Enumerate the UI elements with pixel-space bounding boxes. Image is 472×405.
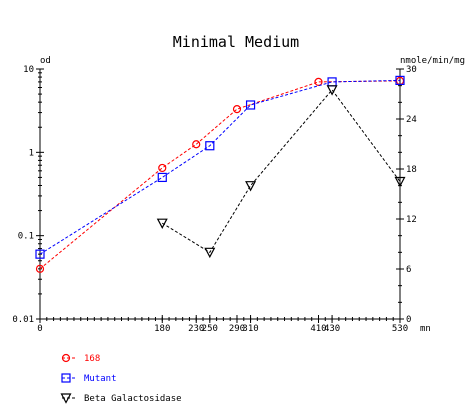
data-point <box>204 247 216 259</box>
data-point <box>158 163 167 173</box>
series-line <box>39 79 401 255</box>
data-point <box>394 176 406 188</box>
series-2 <box>156 85 406 259</box>
series-line <box>162 89 401 254</box>
data-point <box>395 75 405 85</box>
legend-marker <box>60 393 72 404</box>
series-0 <box>35 76 405 273</box>
x-tick-label: 290 <box>229 324 245 334</box>
series-line <box>39 80 401 270</box>
data-point <box>35 249 45 259</box>
legend-marker <box>61 353 71 363</box>
series-layer <box>35 75 406 273</box>
data-point <box>205 141 215 151</box>
legend-label: Beta Galactosidase <box>84 394 182 404</box>
x-tick-label: 250 <box>202 324 218 334</box>
x-tick-label: 180 <box>154 324 170 334</box>
x-tick-label: 530 <box>392 324 408 334</box>
left-tick-label: 10 <box>23 65 34 75</box>
legend: 168 Mutant Beta Galactosidase <box>60 353 182 404</box>
data-point <box>35 264 45 273</box>
data-point <box>245 181 257 192</box>
left-tick-label: 0.1 <box>18 232 34 242</box>
x-tick-label: 230 <box>188 324 204 334</box>
right-tick-label: 30 <box>406 65 417 75</box>
right-tick-label: 18 <box>406 165 417 175</box>
right-tick-label: 6 <box>406 265 411 275</box>
left-tick-label: 0.01 <box>12 315 34 325</box>
x-tick-label: 410 <box>310 324 326 334</box>
x-axis-unit: mn <box>420 324 431 334</box>
right-tick-label: 24 <box>406 115 417 125</box>
x-tick-label: 310 <box>242 324 258 334</box>
legend-label: 168 <box>84 354 100 364</box>
data-point <box>245 100 256 110</box>
data-point <box>232 105 242 114</box>
right-tick-label: 12 <box>406 215 417 225</box>
left-axis-label: od <box>40 56 51 66</box>
left-tick-label: 1 <box>29 148 34 158</box>
legend-marker <box>61 373 71 383</box>
right-axis-label: nmole/min/mg <box>400 56 465 66</box>
data-point <box>156 218 168 229</box>
right-tick-label: 0 <box>406 315 411 325</box>
data-point <box>326 85 338 96</box>
legend-label: Mutant <box>84 374 117 384</box>
series-1 <box>35 75 405 259</box>
chart-title: Minimal Medium <box>173 33 299 51</box>
data-point <box>157 172 167 183</box>
x-tick-label: 430 <box>324 324 340 334</box>
data-point <box>314 77 323 87</box>
x-tick-label: 0 <box>37 324 42 334</box>
data-point <box>192 140 201 149</box>
